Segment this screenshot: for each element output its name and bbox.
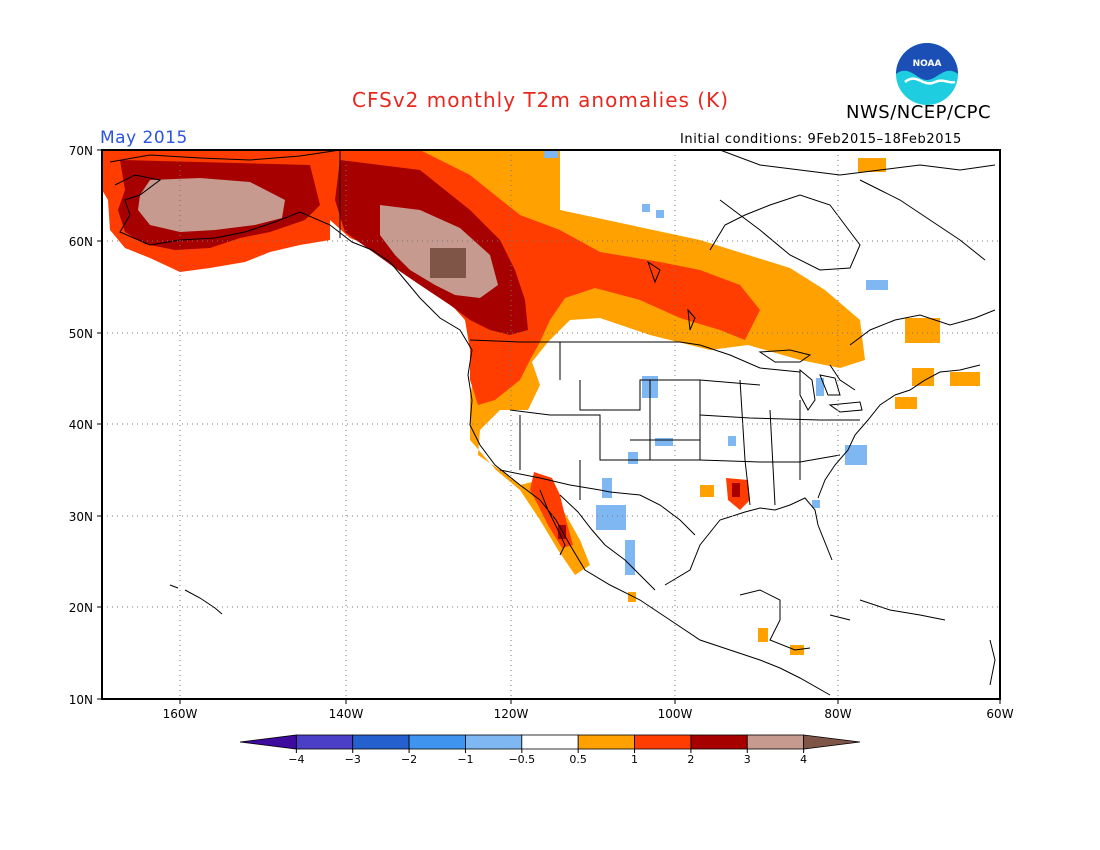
colorbar-tick-label: 2 — [687, 753, 694, 766]
agency-label: NWS/NCEP/CPC — [846, 102, 992, 123]
colorbar-segment — [746, 734, 805, 750]
colorbar-tick-label: 1 — [631, 753, 638, 766]
lat-label: 50N — [69, 327, 93, 341]
colorbar-arrow-right — [803, 734, 861, 750]
colorbar-segment — [690, 734, 748, 750]
great-lakes — [647, 260, 863, 413]
lon-label: 60W — [986, 707, 1013, 721]
colorbar-tick-label: −0.5 — [508, 753, 535, 766]
valid-month-label: May 2015 — [100, 128, 188, 148]
lon-label: 140W — [329, 707, 364, 721]
colorbar-tick-label: −2 — [401, 753, 417, 766]
colorbar-segment — [465, 734, 523, 750]
colorbar-tick-label: −3 — [345, 753, 361, 766]
lon-label: 80W — [824, 707, 851, 721]
lat-label: 30N — [69, 510, 93, 524]
colorbar-segment — [408, 734, 466, 750]
lat-label: 60N — [69, 235, 93, 249]
lon-ticks — [179, 699, 1001, 704]
noaa-logo: NOAA — [896, 43, 958, 105]
colorbar-segment — [577, 734, 635, 750]
colorbar-tick-label: −1 — [457, 753, 473, 766]
anomaly-field-brown — [430, 248, 466, 278]
colorbar-segment — [352, 734, 410, 750]
initial-conditions-label: Initial conditions: 9Feb2015–18Feb2015 — [680, 132, 962, 147]
colorbar-segment — [295, 734, 354, 750]
colorbar: −4 −3 −2 −1 −0.5 0.5 1 2 3 4 — [239, 734, 861, 766]
colorbar-segment — [521, 734, 579, 750]
political-borders — [339, 150, 860, 536]
chart-title: CFSv2 monthly T2m anomalies (K) — [352, 88, 729, 112]
lon-label: 160W — [163, 707, 198, 721]
colorbar-arrow-left — [239, 734, 297, 750]
lon-label: 100W — [658, 707, 693, 721]
lon-label: 120W — [494, 707, 529, 721]
lat-label: 40N — [69, 418, 93, 432]
logo-text: NOAA — [913, 59, 942, 69]
colorbar-tick-label: −4 — [288, 753, 304, 766]
colorbar-tick-label: 3 — [744, 753, 751, 766]
lat-label: 70N — [69, 144, 93, 158]
colorbar-segment — [634, 734, 692, 750]
lat-ticks — [97, 149, 102, 700]
colorbar-tick-label: 4 — [800, 753, 807, 766]
coastlines — [109, 150, 996, 696]
lat-label: 20N — [69, 601, 93, 615]
colorbar-tick-label: 0.5 — [569, 753, 587, 766]
lat-label: 10N — [69, 693, 93, 707]
